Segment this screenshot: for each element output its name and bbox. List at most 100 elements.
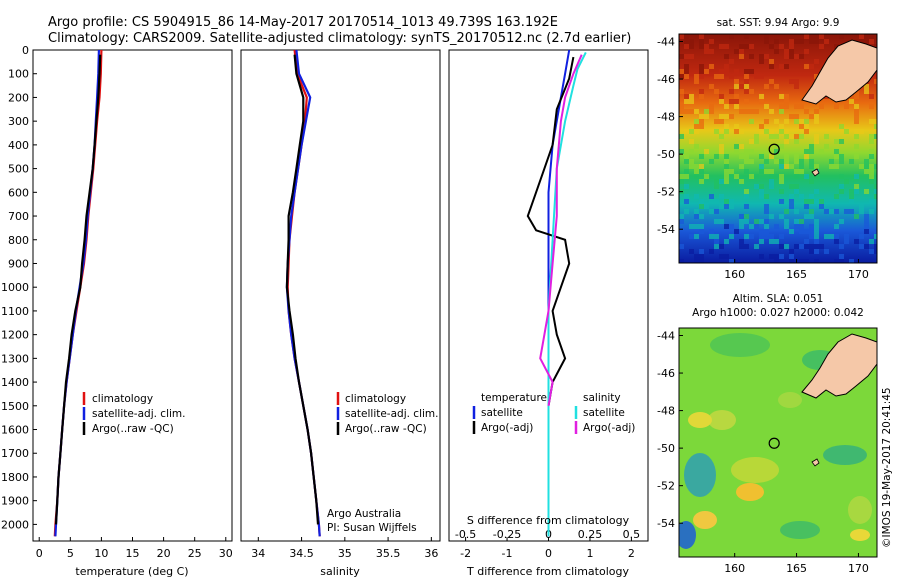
- s-tick-label: 0.5: [623, 528, 641, 541]
- island: [811, 168, 820, 177]
- salinity-legend: climatology satellite-adj. clim. Argo(..…: [336, 392, 438, 435]
- x-tick-label: 36: [424, 547, 438, 560]
- s-tick-label: 0.25: [578, 528, 603, 541]
- temperature-x-axis: 0 5 10 15 20 25 30: [36, 537, 233, 560]
- x-tick-label: 20: [157, 547, 171, 560]
- y-tick-label: 1700: [1, 447, 29, 460]
- legend-label-argo: Argo(..raw -QC): [345, 423, 427, 435]
- sla-map-title-line2: Argo h1000: 0.027 h2000: 0.042: [692, 307, 864, 319]
- x-tick-label: 30: [219, 547, 233, 560]
- legend-header-salinity: salinity: [583, 392, 621, 404]
- map-y-tick-label: -52: [657, 480, 675, 493]
- y-tick-label: 600: [8, 186, 29, 199]
- argo-position-marker: [768, 437, 780, 449]
- y-tick-label: 700: [8, 210, 29, 223]
- series-line-temperature-argo-adj-: [526, 56, 575, 406]
- y-tick-label: 2000: [1, 518, 29, 531]
- salinity-plot-frame: [240, 49, 441, 542]
- y-tick-label: 300: [8, 115, 29, 128]
- series-line-argo-raw-qc-: [54, 54, 102, 525]
- x-tick-label: -2: [460, 547, 471, 560]
- map-y-tick-label: -48: [657, 111, 675, 124]
- sst-map-panel: sat. SST: 9.94 Argo: 9.9 160 165 170 -44 -46…: [657, 17, 878, 281]
- temperature-panel: 0100200300400500600700800900100011001200…: [1, 44, 233, 578]
- sst-map-axes: 160 165 170 -44 -46 -48 -50 -52 -54: [657, 36, 869, 281]
- map-x-tick-label: 170: [848, 268, 869, 281]
- difference-legend: temperature salinity satellite Argo(-adj…: [472, 392, 635, 434]
- sla-map-axes: 160 165 170 -44 -46 -48 -50 -52 -54: [657, 330, 869, 575]
- y-tick-label: 1300: [1, 352, 29, 365]
- map-y-tick-label: -48: [657, 405, 675, 418]
- map-y-tick-label: -46: [657, 73, 675, 86]
- annotation-pi: PI: Susan Wijffels: [327, 522, 417, 534]
- y-tick-label: 900: [8, 257, 29, 270]
- difference-panel: -2 -1 0 1 2 -0.5 -0.25 0 0.25 0.5 T difference f…: [448, 49, 649, 578]
- difference-series: [526, 49, 587, 537]
- y-tick-label: 400: [8, 139, 29, 152]
- imos-stamp: ©IMOS 19-May-2017 20:41:45: [881, 387, 893, 548]
- x-tick-label: 0: [545, 547, 552, 560]
- t-difference-x-axis: -2 -1 0 1 2: [460, 537, 635, 560]
- legend-label-s-satellite: satellite: [583, 407, 625, 419]
- figure-title-line1: Argo profile: CS 5904915_86 14-May-2017 …: [48, 15, 558, 30]
- temperature-x-label: temperature (deg C): [75, 565, 188, 578]
- y-tick-label: 0: [22, 44, 29, 57]
- y-tick-label: 1600: [1, 424, 29, 437]
- land-new-zealand: [801, 333, 877, 399]
- legend-label-s-argo: Argo(-adj): [583, 422, 635, 434]
- sla-map-frame: [678, 327, 878, 558]
- y-tick-label: 200: [8, 91, 29, 104]
- s-tick-label: -0.25: [493, 528, 521, 541]
- x-tick-label: 34.5: [289, 547, 314, 560]
- x-tick-label: 25: [188, 547, 202, 560]
- legend-label-satellite: satellite-adj. clim.: [92, 408, 185, 420]
- salinity-panel: 34 34.5 35 35.5 36 salinity climatology sate…: [240, 49, 441, 578]
- y-tick-label: 1500: [1, 400, 29, 413]
- map-x-tick-label: 165: [786, 268, 807, 281]
- series-line-satellite-adj-clim-: [54, 49, 100, 537]
- map-x-tick-label: 160: [724, 268, 745, 281]
- legend-header-temperature: temperature: [481, 392, 547, 404]
- temperature-series: [53, 49, 103, 537]
- legend-label-t-satellite: satellite: [481, 407, 523, 419]
- sla-map-title-line1: Altim. SLA: 0.051: [733, 293, 824, 305]
- y-tick-label: 500: [8, 163, 29, 176]
- temperature-legend: climatology satellite-adj. clim. Argo(..…: [82, 392, 185, 435]
- map-y-tick-label: -50: [657, 148, 675, 161]
- x-tick-label: 1: [586, 547, 593, 560]
- x-tick-label: 2: [628, 547, 635, 560]
- legend-label-satellite: satellite-adj. clim.: [345, 408, 438, 420]
- salinity-x-label: salinity: [320, 565, 360, 578]
- x-tick-label: 10: [94, 547, 108, 560]
- x-tick-label: -1: [502, 547, 513, 560]
- figure-title-line2: Climatology: CARS2009. Satellite-adjuste…: [48, 31, 631, 46]
- temperature-plot-frame: [32, 49, 233, 542]
- map-y-tick-label: -54: [657, 223, 675, 236]
- sla-map-panel: Altim. SLA: 0.051 Argo h1000: 0.027 h200…: [657, 293, 878, 575]
- map-y-tick-label: -50: [657, 442, 675, 455]
- x-tick-label: 35: [338, 547, 352, 560]
- salinity-series: [285, 49, 321, 537]
- x-tick-label: 15: [126, 547, 140, 560]
- y-tick-label: 800: [8, 234, 29, 247]
- y-tick-label: 1800: [1, 471, 29, 484]
- legend-label-climatology: climatology: [345, 393, 406, 405]
- map-x-tick-label: 170: [848, 562, 869, 575]
- x-tick-label: 35.5: [376, 547, 401, 560]
- sst-map-title: sat. SST: 9.94 Argo: 9.9: [717, 17, 840, 29]
- legend-label-t-argo: Argo(-adj): [481, 422, 533, 434]
- y-tick-label: 1100: [1, 305, 29, 318]
- island: [811, 458, 820, 467]
- salinity-x-axis: 34 34.5 35 35.5 36: [251, 537, 438, 560]
- y-tick-label: 1900: [1, 495, 29, 508]
- map-y-tick-label: -46: [657, 367, 675, 380]
- y-tick-label: 1200: [1, 329, 29, 342]
- sst-map-frame: [678, 33, 878, 264]
- map-x-tick-label: 165: [786, 562, 807, 575]
- annotation-argo-australia: Argo Australia: [327, 508, 401, 520]
- x-tick-label: 34: [251, 547, 265, 560]
- land-new-zealand: [801, 39, 877, 105]
- series-line-salinity-argo-adj-: [539, 54, 583, 406]
- series-line-argo-raw-qc-: [285, 54, 320, 525]
